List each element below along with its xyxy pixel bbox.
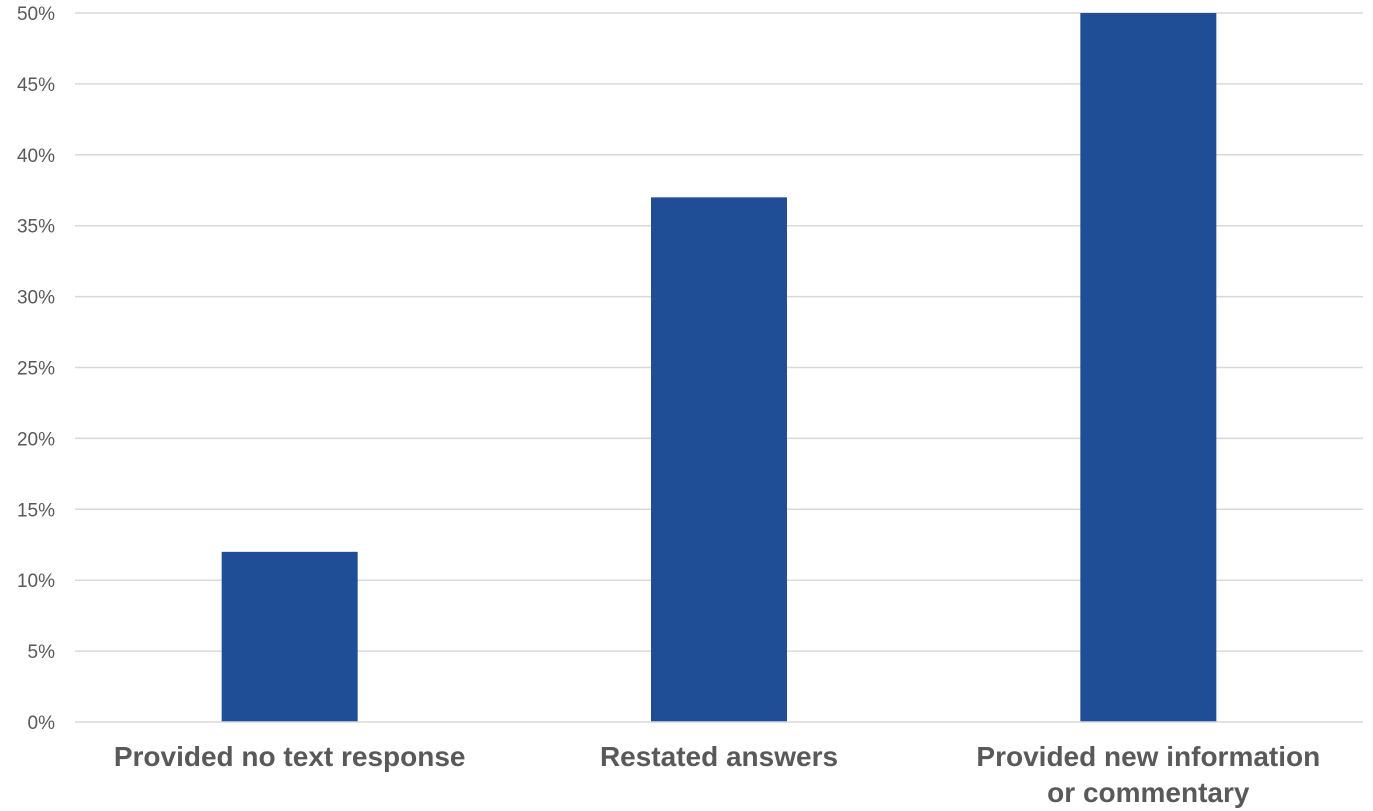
y-tick-label: 45% bbox=[17, 75, 55, 96]
y-tick-label: 10% bbox=[17, 571, 55, 592]
x-axis-category-labels: Provided no text response Restated answer… bbox=[114, 741, 1320, 808]
x-category-label: Provided new information or commentary bbox=[976, 741, 1320, 808]
y-tick-label: 0% bbox=[28, 713, 56, 734]
y-tick-label: 40% bbox=[17, 146, 55, 167]
bars bbox=[221, 13, 1217, 723]
x-category-label: Provided no text response bbox=[114, 741, 466, 772]
y-tick-label: 25% bbox=[17, 359, 55, 380]
y-tick-label: 20% bbox=[17, 429, 55, 450]
bar bbox=[651, 197, 787, 723]
bar bbox=[221, 551, 358, 722]
bar bbox=[1080, 13, 1217, 722]
y-tick-label: 5% bbox=[28, 642, 56, 663]
y-tick-label: 35% bbox=[17, 217, 55, 238]
y-tick-label: 50% bbox=[17, 4, 55, 25]
y-axis-tick-labels: 0% 5% 10% 15% 20% 25% 30% 35% 40% 45% 50% bbox=[17, 4, 55, 734]
y-tick-label: 30% bbox=[17, 288, 55, 309]
x-category-label: Restated answers bbox=[600, 741, 838, 772]
y-tick-label: 15% bbox=[17, 500, 55, 521]
